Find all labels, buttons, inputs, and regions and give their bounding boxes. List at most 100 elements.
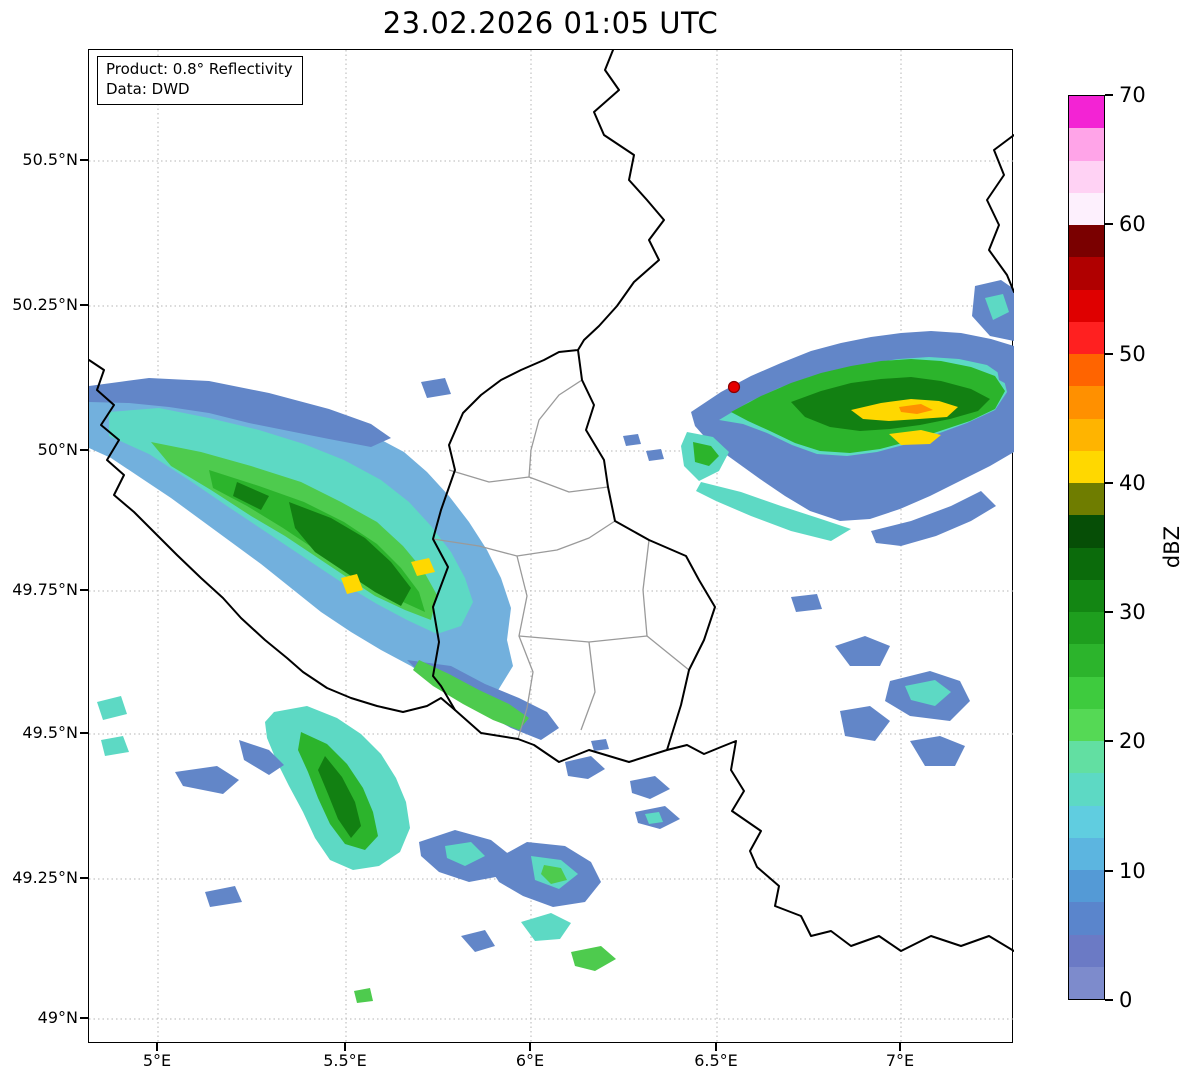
radar-echo-blue — [239, 740, 284, 775]
colorbar-tick — [1105, 94, 1113, 96]
colorbar-segment — [1069, 708, 1104, 741]
colorbar-segment — [1069, 128, 1104, 161]
colorbar-segment — [1069, 902, 1104, 935]
x-axis-tick — [529, 1043, 531, 1051]
radar-echo-blue — [835, 636, 890, 666]
y-axis-tick — [80, 449, 88, 451]
region-border — [528, 379, 583, 478]
y-axis-tick — [80, 159, 88, 161]
radar-echo-lgreen — [571, 946, 616, 971]
y-axis-tick — [80, 877, 88, 879]
colorbar-segment — [1069, 515, 1104, 548]
radar-echo-yellow — [411, 558, 435, 576]
country-border — [986, 134, 1014, 293]
radar-echo-blue — [871, 491, 996, 546]
colorbar — [1068, 95, 1105, 1000]
colorbar-segment — [1069, 257, 1104, 290]
colorbar-label: dBZ — [1160, 525, 1184, 569]
radar-echo-yellow — [889, 430, 941, 445]
radar-echo-blue — [565, 756, 605, 779]
y-axis-tick-label: 49°N — [37, 1008, 78, 1027]
colorbar-tick-label: 30 — [1119, 600, 1146, 625]
colorbar-segment — [1069, 966, 1104, 999]
radar-echo-blue — [910, 736, 965, 766]
radar-echo-green — [693, 442, 719, 466]
colorbar-segment — [1069, 870, 1104, 903]
colorbar-segment — [1069, 289, 1104, 322]
colorbar-tick — [1105, 481, 1113, 484]
x-axis-tick-label: 6.5°E — [694, 1051, 738, 1070]
radar-echo-blue — [175, 766, 239, 794]
radar-site-marker — [727, 380, 741, 394]
radar-echo-yellow — [341, 574, 363, 594]
radar-echo-blue — [791, 594, 822, 612]
y-axis-tick-label: 49.75°N — [12, 580, 78, 599]
colorbar-segment — [1069, 773, 1104, 806]
colorbar-tick — [1105, 352, 1113, 355]
colorbar-segment — [1069, 450, 1104, 483]
x-axis-tick-label: 5.5°E — [323, 1051, 367, 1070]
colorbar-tick — [1105, 999, 1113, 1001]
colorbar-segment — [1069, 483, 1104, 516]
region-border — [516, 555, 534, 740]
x-axis-tick — [344, 1043, 346, 1051]
figure-title: 23.02.2026 01:05 UTC — [382, 6, 719, 40]
radar-echo-blue — [623, 434, 641, 446]
x-axis-tick-label: 6°E — [515, 1051, 545, 1070]
colorbar-segment — [1069, 676, 1104, 709]
radar-echo-blue — [630, 776, 670, 799]
colorbar-segment — [1069, 354, 1104, 387]
region-border — [518, 635, 690, 671]
colorbar-tick-label: 50 — [1119, 341, 1146, 366]
colorbar-segment — [1069, 225, 1104, 258]
radar-echo-lgreen — [541, 865, 567, 884]
radar-echo-blue — [591, 739, 609, 751]
colorbar-segment — [1069, 386, 1104, 419]
radar-echo-teal — [101, 736, 129, 756]
colorbar-tick — [1105, 740, 1113, 743]
product-info-line1: Product: 0.8° Reflectivity — [106, 60, 293, 78]
radar-echo-teal — [645, 812, 663, 824]
y-axis-tick — [80, 1017, 88, 1019]
region-border — [432, 520, 616, 557]
colorbar-segment — [1069, 805, 1104, 838]
radar-echo-blue — [461, 930, 495, 952]
radar-echo-blue — [840, 706, 890, 741]
radar-echo-blue — [421, 378, 451, 398]
country-border — [577, 50, 665, 351]
country-border — [432, 349, 716, 763]
y-axis-tick-label: 50.25°N — [12, 295, 78, 314]
country-border — [666, 740, 1014, 952]
colorbar-segment — [1069, 612, 1104, 645]
radar-echo-blue — [646, 449, 664, 461]
country-border — [89, 359, 456, 713]
colorbar-segment — [1069, 547, 1104, 580]
colorbar-segment — [1069, 644, 1104, 677]
radar-echo-teal — [696, 482, 851, 541]
radar-echo-teal — [445, 842, 485, 866]
colorbar-tick — [1105, 611, 1113, 614]
radar-echo-teal — [97, 696, 127, 720]
colorbar-segment — [1069, 741, 1104, 774]
y-axis-tick — [80, 589, 88, 591]
radar-echo-dkgreen — [289, 502, 411, 606]
y-axis-tick-label: 49.25°N — [12, 868, 78, 887]
colorbar-tick-label: 0 — [1119, 988, 1133, 1012]
radar-echo-teal — [521, 913, 571, 941]
x-axis-tick-label: 5°E — [142, 1051, 172, 1070]
colorbar-segment — [1069, 160, 1104, 193]
colorbar-segment — [1069, 837, 1104, 870]
x-axis-tick — [899, 1043, 901, 1051]
colorbar-tick-label: 20 — [1119, 729, 1146, 754]
region-border — [448, 469, 609, 493]
colorbar-segment — [1069, 321, 1104, 354]
colorbar-segment — [1069, 934, 1104, 967]
map-frame: Product: 0.8° Reflectivity Data: DWD — [88, 49, 1014, 1044]
radar-echo-dkgreen — [318, 756, 361, 838]
product-info-box: Product: 0.8° Reflectivity Data: DWD — [97, 56, 303, 105]
colorbar-tick — [1105, 223, 1113, 226]
radar-echo-teal — [985, 294, 1009, 320]
colorbar-tick-label: 10 — [1119, 858, 1146, 883]
y-axis-tick-label: 50°N — [37, 440, 78, 459]
